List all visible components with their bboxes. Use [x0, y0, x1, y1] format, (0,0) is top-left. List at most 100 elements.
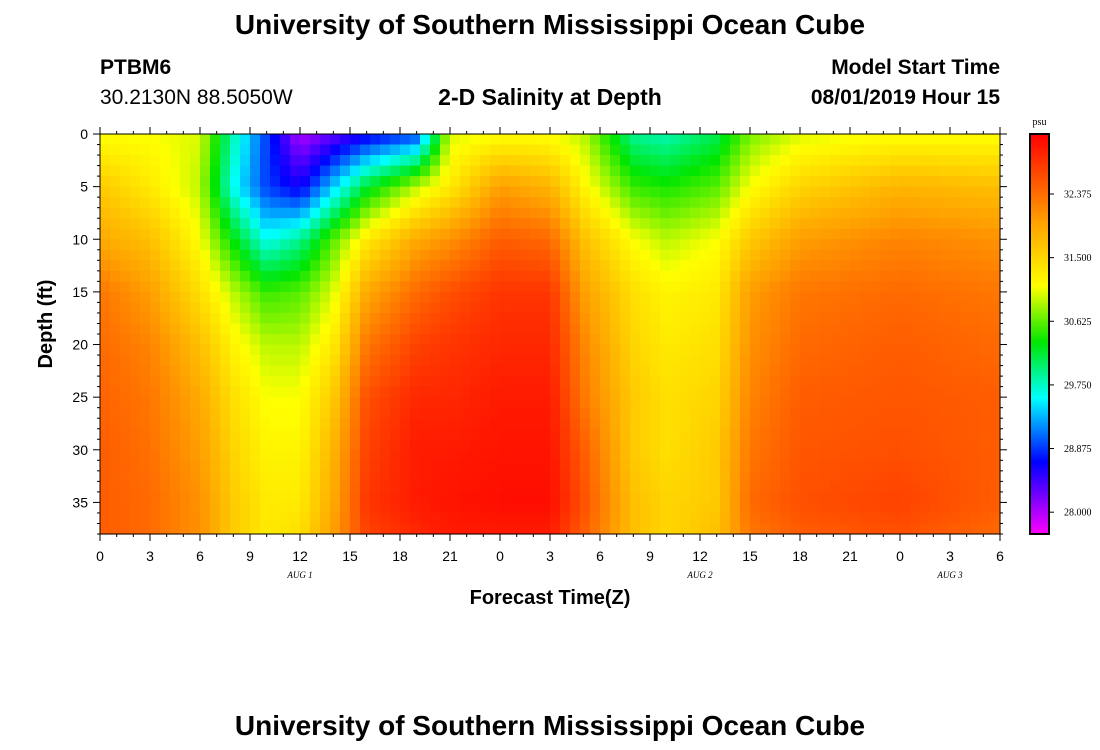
heatmap-cell [800, 397, 811, 409]
heatmap-cell [160, 386, 171, 398]
heatmap-cell [760, 218, 771, 230]
heatmap-cell [340, 312, 351, 325]
heatmap-cell [590, 439, 601, 451]
heatmap-cell [840, 397, 851, 409]
heatmap-cell [190, 186, 201, 198]
heatmap-cell [940, 218, 951, 230]
heatmap-cell [820, 334, 831, 346]
heatmap-cell [360, 407, 371, 419]
heatmap-cell [560, 523, 571, 535]
heatmap-cell [540, 165, 551, 177]
heatmap-cell [670, 218, 681, 230]
heatmap-cell [360, 281, 371, 293]
heatmap-cell [210, 302, 221, 314]
heatmap-cell [420, 228, 431, 240]
heatmap-cell [460, 218, 471, 230]
heatmap-cell [440, 239, 451, 251]
heatmap-cell [420, 376, 431, 388]
heatmap-cell [660, 439, 671, 451]
heatmap-cell [850, 228, 861, 240]
heatmap-cell [450, 270, 461, 282]
heatmap-cell [700, 218, 711, 230]
heatmap-cell [320, 418, 331, 430]
heatmap-cell [730, 397, 741, 409]
heatmap-cell [100, 428, 111, 440]
heatmap-cell [360, 512, 371, 525]
heatmap-cell [420, 365, 431, 377]
heatmap-cell [900, 155, 911, 167]
heatmap-cell [620, 386, 631, 398]
heatmap-cell [170, 481, 181, 493]
heatmap-cell [150, 512, 161, 525]
heatmap-cell [870, 144, 881, 156]
heatmap-cell [880, 207, 891, 219]
heatmap-cell [550, 260, 561, 272]
heatmap-cell [580, 449, 591, 461]
heatmap-cell [630, 470, 641, 482]
heatmap-cell [390, 386, 401, 398]
heatmap-cell [340, 270, 351, 282]
heatmap-cell [220, 344, 231, 356]
heatmap-cell [650, 165, 661, 177]
heatmap-cell [220, 481, 231, 493]
heatmap-cell [370, 312, 381, 325]
heatmap-cell [910, 302, 921, 314]
heatmap-cell [690, 449, 701, 461]
heatmap-cell [750, 260, 761, 272]
heatmap-cell [290, 228, 301, 240]
heatmap-cell [220, 365, 231, 377]
heatmap-cell [800, 449, 811, 461]
heatmap-cell [260, 323, 271, 335]
heatmap-cell [490, 512, 501, 525]
heatmap-cell [800, 491, 811, 504]
heatmap-cell [470, 134, 481, 146]
heatmap-cell [180, 323, 191, 335]
heatmap-cell [290, 239, 301, 251]
heatmap-cell [510, 481, 521, 493]
heatmap-cell [320, 302, 331, 314]
heatmap-cell [110, 155, 121, 167]
heatmap-cell [370, 491, 381, 504]
heatmap-cell [800, 155, 811, 167]
heatmap-cell [820, 376, 831, 388]
heatmap-cell [260, 334, 271, 346]
heatmap-cell [870, 155, 881, 167]
heatmap-cell [840, 249, 851, 261]
heatmap-cell [550, 365, 561, 377]
heatmap-cell [470, 397, 481, 409]
heatmap-cell [800, 249, 811, 261]
heatmap-cell [370, 502, 381, 514]
heatmap-cell [430, 428, 441, 440]
heatmap-cell [590, 481, 601, 493]
heatmap-cell [230, 470, 241, 482]
heatmap-cell [800, 260, 811, 272]
heatmap-cell [930, 228, 941, 240]
heatmap-cell [680, 249, 691, 261]
heatmap-cell [130, 355, 141, 367]
heatmap-cell [330, 344, 341, 356]
heatmap-cell [720, 144, 731, 156]
heatmap-cell [700, 512, 711, 525]
heatmap-cell [720, 312, 731, 325]
heatmap-cell [860, 323, 871, 335]
heatmap-cell [490, 165, 501, 177]
heatmap-cell [620, 291, 631, 304]
heatmap-cell [170, 228, 181, 240]
heatmap-cell [670, 155, 681, 167]
heatmap-cell [820, 407, 831, 419]
heatmap-cell [320, 376, 331, 388]
heatmap-cell [380, 302, 391, 314]
heatmap-cell [630, 249, 641, 261]
heatmap-cell [240, 502, 251, 514]
heatmap-cell [400, 281, 411, 293]
heatmap-cell [960, 397, 971, 409]
heatmap-cell [290, 302, 301, 314]
heatmap-cell [890, 439, 901, 451]
heatmap-cell [700, 249, 711, 261]
y-tick-label: 20 [72, 337, 88, 353]
heatmap-cell [370, 270, 381, 282]
heatmap-cell [990, 218, 1001, 230]
heatmap-cell [190, 523, 201, 535]
heatmap-cell [730, 470, 741, 482]
heatmap-cell [940, 144, 951, 156]
